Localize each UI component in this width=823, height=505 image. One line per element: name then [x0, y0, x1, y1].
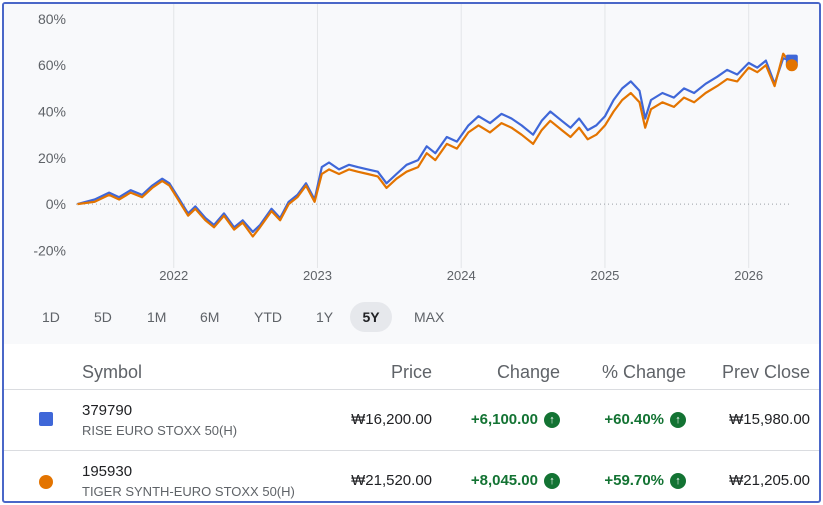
- header-symbol: Symbol: [82, 362, 143, 382]
- row-price: ₩21,520.00: [351, 472, 432, 489]
- header-divider: [4, 389, 819, 390]
- row-pct-change: +59.70% ↑: [564, 472, 686, 490]
- arrow-up-circle-icon: ↑: [544, 412, 560, 429]
- header-price: Price: [390, 362, 432, 382]
- x-tick-label: 2026: [734, 268, 763, 283]
- header-prev-close: Prev Close: [721, 362, 810, 382]
- range-selector: 1D 5D 1M 6M YTD 1Y 5Y MAX: [4, 290, 819, 344]
- x-tick-label: 2023: [303, 268, 332, 283]
- table-row[interactable]: 379790 RISE EURO STOXX 50(H) ₩16,200.00 …: [4, 390, 819, 450]
- row-prev-close: ₩21,205.00: [729, 472, 810, 489]
- series-circle-marker: [39, 475, 53, 489]
- range-tab-1y[interactable]: 1Y: [316, 309, 334, 325]
- row-change-value: +6,100.00: [470, 411, 538, 428]
- row-name: TIGER SYNTH-EURO STOXX 50(H): [82, 484, 295, 499]
- y-tick-label: 60%: [38, 57, 66, 73]
- series-square-marker: [39, 412, 53, 426]
- chart-svg: 2022 2023 2024 2025 2026 80% 60% 40% 20% 0% -20%: [33, 4, 798, 283]
- row-pct-change-value: +59.70%: [604, 472, 664, 489]
- arrow-up-circle-icon: ↑: [670, 473, 686, 490]
- y-tick-label: -20%: [33, 242, 66, 258]
- arrow-up-circle-icon: ↑: [544, 473, 560, 490]
- price-comparison-chart: 2022 2023 2024 2025 2026 80% 60% 40% 20% 0% -20%: [4, 4, 819, 290]
- range-tab-6m[interactable]: 6M: [200, 309, 220, 325]
- row-pct-change-value: +60.40%: [604, 411, 664, 428]
- series-line-379790: [77, 57, 793, 233]
- range-tab-1m[interactable]: 1M: [147, 309, 167, 325]
- y-tick-label: 20%: [38, 150, 66, 166]
- row-change: +6,100.00 ↑: [434, 411, 560, 429]
- row-price: ₩16,200.00: [351, 411, 432, 428]
- range-tab-max[interactable]: MAX: [414, 309, 445, 325]
- y-tick-label: 0%: [46, 196, 66, 212]
- y-tick-label: 80%: [38, 11, 66, 27]
- row-divider: [4, 450, 819, 451]
- series-line-195930: [77, 52, 793, 238]
- table-row[interactable]: 195930 TIGER SYNTH-EURO STOXX 50(H) ₩21,…: [4, 451, 819, 501]
- row-symbol[interactable]: 379790: [82, 402, 133, 419]
- row-pct-change: +60.40% ↑: [564, 411, 686, 429]
- row-name: RISE EURO STOXX 50(H): [82, 423, 238, 438]
- row-prev-close: ₩15,980.00: [729, 411, 810, 428]
- header-pct-change: % Change: [601, 362, 686, 382]
- range-tab-ytd[interactable]: YTD: [254, 309, 282, 325]
- y-tick-label: 40%: [38, 104, 66, 120]
- arrow-up-circle-icon: ↑: [670, 412, 686, 429]
- row-symbol[interactable]: 195930: [82, 463, 133, 480]
- x-tick-label: 2022: [159, 268, 188, 283]
- range-tab-5y[interactable]: 5Y: [350, 302, 392, 332]
- range-tab-5d[interactable]: 5D: [94, 309, 112, 325]
- x-tick-label: 2025: [590, 268, 619, 283]
- series-end-marker-circle: [785, 59, 798, 72]
- x-tick-label: 2024: [447, 268, 476, 283]
- header-change: Change: [496, 362, 560, 382]
- row-change: +8,045.00 ↑: [434, 472, 560, 490]
- row-change-value: +8,045.00: [470, 472, 538, 489]
- range-tab-1d[interactable]: 1D: [42, 309, 60, 325]
